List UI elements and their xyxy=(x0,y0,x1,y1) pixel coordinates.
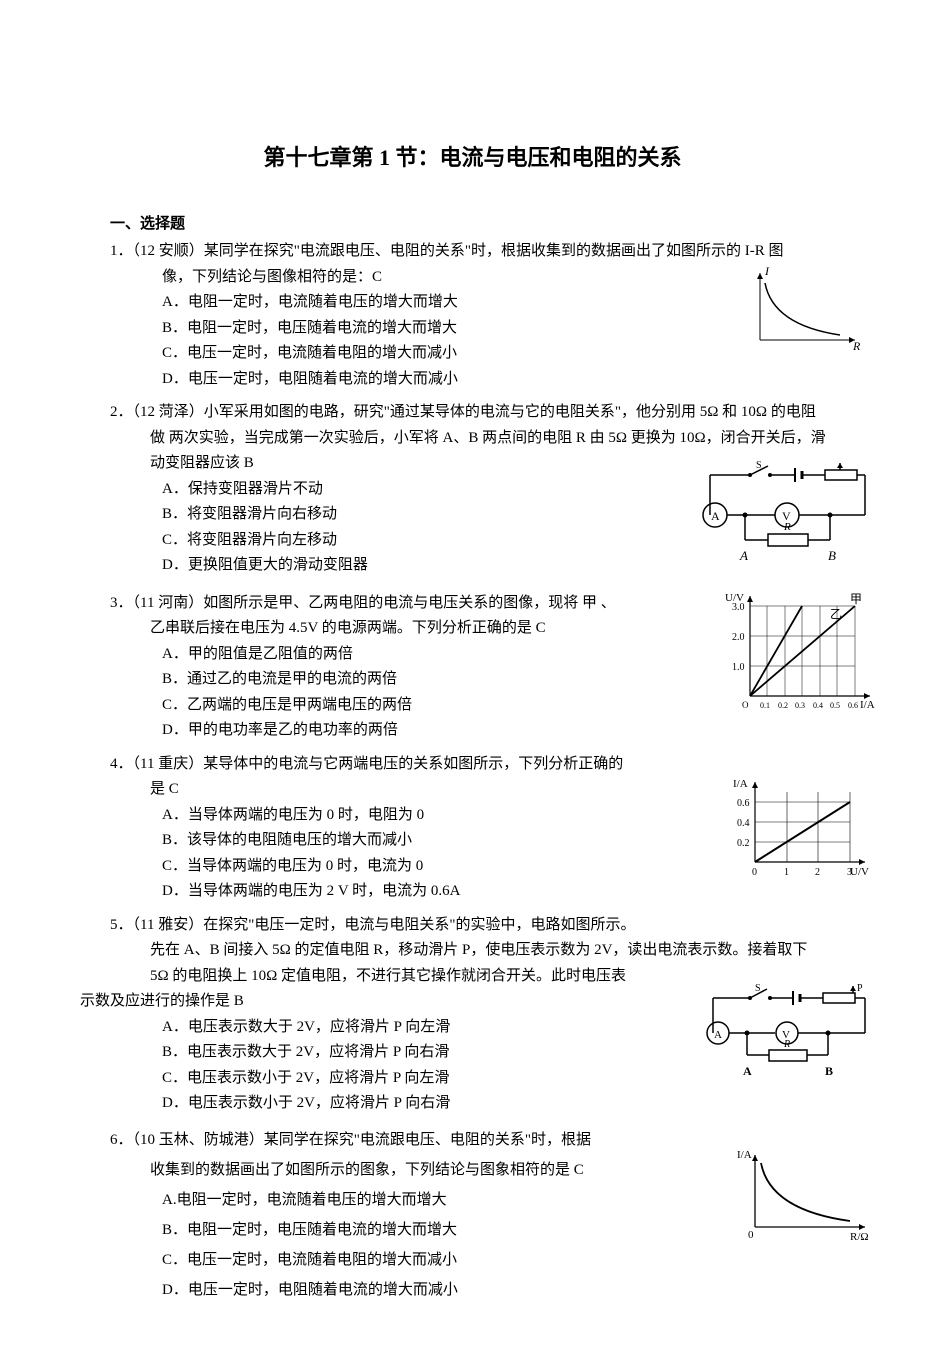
svg-text:R: R xyxy=(783,1039,790,1050)
figure-iu-graph-icon: I/A U/V 0.6 0.4 0.2 0 1 2 3 xyxy=(725,772,875,882)
q6-optD: D．电压一定时，电阻随着电流的增大而减小 xyxy=(110,1275,835,1305)
figure-circuit-2-icon: S A V R A xyxy=(690,460,880,570)
q4-source: （11 重庆） xyxy=(133,756,204,772)
figure-ui-graph-icon: U/V I/A 3.0 2.0 1.0 O 0.1 0.2 0.3 0.4 0.… xyxy=(720,586,880,716)
svg-text:0.2: 0.2 xyxy=(737,838,750,849)
q2-stem1: 小军采用如图的电路，研究"通过某导体的电流与它的电阻关系"，他分别用 5Ω 和 … xyxy=(204,404,816,420)
svg-text:B: B xyxy=(825,1064,833,1078)
svg-text:0.4: 0.4 xyxy=(737,818,750,829)
figure-circuit-5-icon: S P A V R xyxy=(695,983,880,1083)
q6-optC: C．电压一定时，电流随着电阻的增大而减小 xyxy=(110,1245,835,1275)
figure-ir-curve-6-icon: I/A R/Ω 0 xyxy=(735,1145,875,1245)
q6-optB: B．电阻一定时，电压随着电流的增大而增大 xyxy=(110,1215,835,1245)
q1-source: （12 安顺） xyxy=(133,243,204,259)
svg-text:0.1: 0.1 xyxy=(760,701,770,710)
page-title: 第十七章第 1 节：电流与电压和电阻的关系 xyxy=(110,140,835,172)
svg-text:P: P xyxy=(857,983,863,994)
q3-num: 3． xyxy=(110,595,133,611)
svg-text:I/A: I/A xyxy=(860,699,875,711)
svg-text:3.0: 3.0 xyxy=(732,602,745,613)
svg-text:0.6: 0.6 xyxy=(737,798,750,809)
q4-num: 4． xyxy=(110,756,133,772)
svg-text:0: 0 xyxy=(752,867,757,878)
svg-text:I/A: I/A xyxy=(737,1149,752,1161)
q3-source: （11 河南） xyxy=(133,595,204,611)
q1-optD: D．电压一定时，电阻随着电流的增大而减小 xyxy=(110,367,835,393)
svg-text:0.3: 0.3 xyxy=(795,701,805,710)
q3-stem1: 如图所示是甲、乙两电阻的电流与电压关系的图像，现将 甲 、 xyxy=(203,595,616,611)
svg-text:S: S xyxy=(756,460,762,471)
q6-stem1: 某同学在探究"电流跟电压、电阻的关系"时，根据 xyxy=(264,1132,591,1148)
svg-text:S: S xyxy=(755,983,761,994)
svg-text:0.2: 0.2 xyxy=(778,701,788,710)
question-3: U/V I/A 3.0 2.0 1.0 O 0.1 0.2 0.3 0.4 0.… xyxy=(110,591,835,744)
svg-text:乙: 乙 xyxy=(830,607,842,621)
svg-text:甲: 甲 xyxy=(850,592,862,606)
question-2: S A V R A xyxy=(110,400,835,579)
svg-text:A: A xyxy=(711,509,720,523)
q1-stem1: 某同学在探究"电流跟电压、电阻的关系"时，根据收集到的数据画出了如图所示的 I-… xyxy=(204,243,784,259)
figure-ir-curve-icon: I R xyxy=(745,265,865,355)
svg-text:0.6: 0.6 xyxy=(848,701,858,710)
q5-optD: D．电压表示数小于 2V，应将滑片 P 向右滑 xyxy=(110,1091,835,1117)
svg-text:R/Ω: R/Ω xyxy=(850,1231,869,1243)
q1-optA: A．电阻一定时，电流随着电压的增大而增大 xyxy=(110,290,835,316)
svg-text:0: 0 xyxy=(748,1229,754,1241)
q2-stem2: 做 两次实验，当完成第一次实验后，小军将 A、B 两点间的电阻 R 由 5Ω 更… xyxy=(110,426,835,452)
svg-text:R: R xyxy=(783,521,791,533)
question-5: S P A V R xyxy=(110,913,835,1117)
svg-text:O: O xyxy=(742,700,749,710)
svg-text:0.4: 0.4 xyxy=(813,701,823,710)
question-6: I/A R/Ω 0 6．（10 玉林、防城港）某同学在探究"电流跟电压、电阻的关… xyxy=(110,1125,835,1305)
section-header: 一、选择题 xyxy=(110,212,835,233)
question-4: I/A U/V 0.6 0.4 0.2 0 1 2 3 4．（11 重庆）某导体… xyxy=(110,752,835,905)
q1-optC: C．电压一定时，电流随着电阻的增大而减小 xyxy=(110,341,835,367)
q5-stem1: 在探究"电压一定时，电流与电阻关系"的实验中，电路如图所示。 xyxy=(203,917,635,933)
svg-text:2: 2 xyxy=(815,867,820,878)
q5-stem2: 先在 A、B 间接入 5Ω 的定值电阻 R，移动滑片 P，使电压表示数为 2V，… xyxy=(110,938,835,964)
q6-stem2: 收集到的数据画出了如图所示的图象，下列结论与图象相符的是 C xyxy=(110,1155,835,1185)
q1-optB: B．电阻一定时，电压随着电流的增大而增大 xyxy=(110,316,835,342)
svg-text:U/V: U/V xyxy=(850,866,869,878)
svg-text:0.5: 0.5 xyxy=(830,701,840,710)
svg-text:A: A xyxy=(714,1029,722,1041)
q4-stem1: 某导体中的电流与它两端电压的关系如图所示，下列分析正确的 xyxy=(203,756,623,772)
q1-num: 1． xyxy=(110,243,133,259)
svg-text:R: R xyxy=(852,339,861,353)
svg-text:I/A: I/A xyxy=(733,778,748,790)
q5-source: （11 雅安） xyxy=(133,917,204,933)
q6-optA: A.电阻一定时，电流随着电压的增大而增大 xyxy=(110,1185,835,1215)
svg-text:3: 3 xyxy=(847,867,852,878)
svg-text:B: B xyxy=(828,548,836,563)
question-1: I R 1．（12 安顺）某同学在探究"电流跟电压、电阻的关系"时，根据收集到的… xyxy=(110,239,835,392)
q2-num: 2． xyxy=(110,404,133,420)
q6-num: 6． xyxy=(110,1132,133,1148)
q5-num: 5． xyxy=(110,917,133,933)
svg-text:A: A xyxy=(743,1064,752,1078)
svg-text:I: I xyxy=(764,265,770,278)
svg-text:A: A xyxy=(739,548,748,563)
svg-text:1.0: 1.0 xyxy=(732,662,745,673)
q2-source: （12 菏泽） xyxy=(133,404,204,420)
svg-text:2.0: 2.0 xyxy=(732,632,745,643)
q1-stem2: 像，下列结论与图像相符的是：C xyxy=(110,265,835,291)
svg-text:1: 1 xyxy=(784,867,789,878)
q6-source: （10 玉林、防城港） xyxy=(133,1132,264,1148)
